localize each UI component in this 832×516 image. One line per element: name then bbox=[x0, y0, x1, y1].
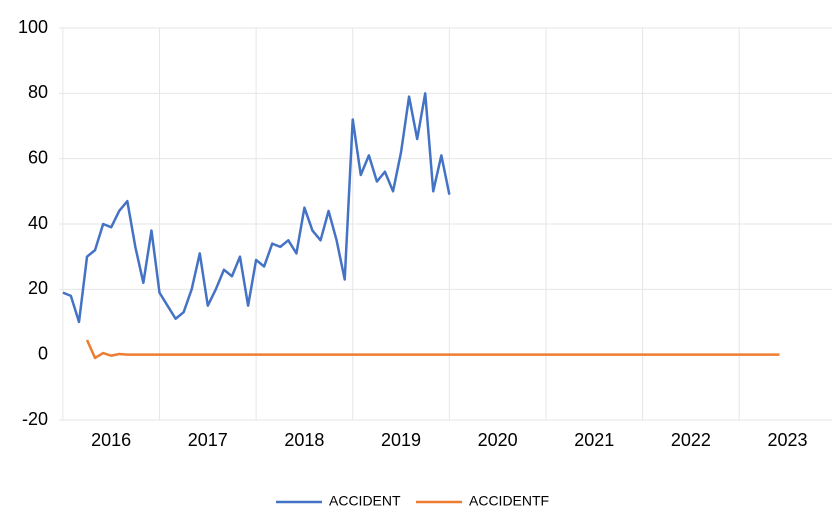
y-tick-label: -20 bbox=[22, 409, 48, 429]
line-series bbox=[62, 92, 451, 324]
y-tick-label: 0 bbox=[38, 343, 48, 363]
y-tick-label: 80 bbox=[28, 82, 48, 102]
legend-label: ACCIDENTF bbox=[469, 493, 549, 509]
y-tick-label: 20 bbox=[28, 278, 48, 298]
x-tick-label: 2017 bbox=[188, 430, 228, 450]
x-tick-label: 2019 bbox=[381, 430, 421, 450]
x-tick-label: 2016 bbox=[91, 430, 131, 450]
y-tick-label: 60 bbox=[28, 147, 48, 167]
legend-label: ACCIDENT bbox=[329, 493, 401, 509]
y-tick-label: 40 bbox=[28, 213, 48, 233]
line-series bbox=[85, 339, 780, 360]
y-tick-label: 100 bbox=[18, 17, 48, 37]
x-tick-label: 2023 bbox=[768, 430, 808, 450]
x-tick-label: 2020 bbox=[478, 430, 518, 450]
x-tick-label: 2022 bbox=[671, 430, 711, 450]
x-tick-label: 2021 bbox=[574, 430, 614, 450]
x-tick-label: 2018 bbox=[284, 430, 324, 450]
